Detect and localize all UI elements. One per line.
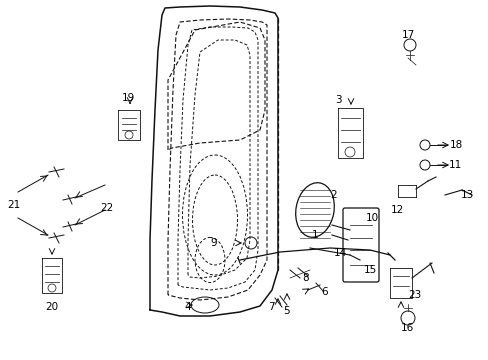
Text: 3: 3 [334, 95, 341, 105]
Text: 8: 8 [302, 273, 309, 283]
Text: 5: 5 [283, 306, 290, 316]
Text: 21: 21 [7, 200, 20, 210]
Text: 13: 13 [459, 190, 473, 200]
Text: 6: 6 [321, 287, 327, 297]
Text: 18: 18 [448, 140, 462, 150]
Text: 23: 23 [407, 290, 421, 300]
Text: 22: 22 [100, 203, 113, 213]
Text: 16: 16 [400, 323, 413, 333]
Text: 2: 2 [330, 190, 337, 200]
Text: 19: 19 [121, 93, 134, 103]
Text: 9: 9 [210, 238, 217, 248]
Text: 14: 14 [333, 248, 346, 258]
Text: 15: 15 [363, 265, 376, 275]
Text: 20: 20 [45, 302, 59, 312]
Text: 17: 17 [401, 30, 414, 40]
Text: 11: 11 [447, 160, 461, 170]
Text: 12: 12 [389, 205, 403, 215]
Text: 1: 1 [311, 230, 318, 240]
Text: 10: 10 [365, 213, 378, 223]
Text: 7: 7 [267, 302, 274, 312]
Text: 4: 4 [184, 302, 191, 312]
